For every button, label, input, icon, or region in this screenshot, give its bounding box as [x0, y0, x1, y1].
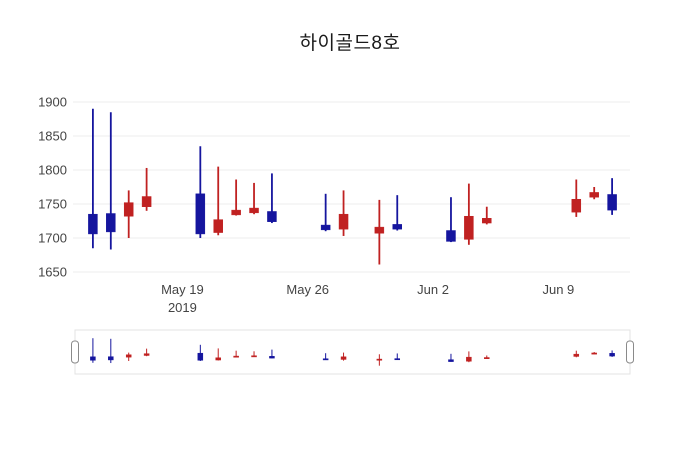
candle-2019-06-11 — [591, 352, 597, 355]
candle-2019-05-14 — [90, 338, 96, 363]
x-tick-label: May 19 — [161, 282, 204, 297]
candle-2019-06-05 — [484, 355, 490, 359]
candle-2019-05-14[interactable] — [88, 108, 98, 249]
y-tick-label: 1800 — [38, 163, 67, 178]
candle-2019-05-27 — [322, 353, 329, 361]
candle-2019-05-21[interactable] — [213, 166, 223, 236]
x-axis-labels: May 19 2019 May 26 Jun 2 Jun 9 — [161, 282, 574, 315]
candle-2019-05-24[interactable] — [267, 173, 277, 224]
candle-2019-05-23[interactable] — [249, 182, 259, 215]
candle-2019-05-31 — [394, 353, 401, 361]
candle-2019-05-17 — [143, 348, 150, 357]
candle-2019-06-10 — [573, 350, 580, 358]
candle-2019-05-28[interactable] — [338, 190, 349, 236]
candle-2019-05-15[interactable] — [106, 112, 116, 250]
candle-2019-05-15 — [108, 338, 114, 364]
candle-2019-06-10[interactable] — [571, 179, 582, 217]
candle-2019-06-04 — [466, 351, 472, 363]
candle-2019-05-22 — [233, 350, 239, 358]
candle-2019-05-30 — [376, 354, 383, 366]
candle-2019-05-27[interactable] — [320, 193, 331, 232]
candle-2019-06-12 — [609, 350, 615, 357]
candle-2019-05-24 — [269, 349, 275, 359]
candle-2019-05-16[interactable] — [123, 190, 134, 238]
x-tick-label: May 26 — [286, 282, 329, 297]
y-tick-label: 1750 — [38, 197, 67, 212]
y-tick-label: 1700 — [38, 231, 67, 246]
y-tick-label: 1850 — [38, 129, 67, 144]
chart-title: 하이골드8호 — [299, 33, 401, 54]
x-tick-sublabel: 2019 — [168, 300, 197, 315]
rangeslider-handle-left[interactable] — [71, 340, 79, 364]
rangeslider-frame[interactable] — [74, 329, 631, 375]
candle-2019-05-16 — [125, 352, 132, 361]
candle-2019-06-12[interactable] — [607, 178, 617, 215]
x-tick-label: Jun 9 — [542, 282, 574, 297]
candle-2019-06-04[interactable] — [464, 183, 474, 245]
y-tick-label: 1650 — [38, 265, 67, 280]
candle-2019-05-20[interactable] — [195, 146, 206, 238]
candle-2019-06-11[interactable] — [589, 187, 599, 200]
candle-2019-05-21 — [215, 348, 221, 361]
candle-2019-05-31[interactable] — [392, 195, 403, 231]
x-tick-label: Jun 2 — [417, 282, 449, 297]
candle-2019-06-03 — [448, 353, 454, 362]
candle-2019-05-17[interactable] — [141, 167, 152, 211]
candle-2019-05-23 — [251, 351, 257, 358]
candle-2019-05-22[interactable] — [231, 179, 241, 216]
candle-2019-05-20 — [197, 344, 204, 361]
rangeslider-candles — [90, 338, 615, 366]
candle-2019-05-28 — [340, 352, 347, 361]
main-candles — [88, 108, 617, 265]
y-tick-label: 1900 — [38, 95, 67, 110]
candle-2019-06-03[interactable] — [446, 197, 456, 243]
y-axis-labels: 1650 1700 1750 1800 1850 1900 — [38, 95, 67, 280]
gridlines — [73, 101, 630, 273]
rangeslider-handle-right[interactable] — [626, 340, 634, 364]
candle-2019-05-30[interactable] — [374, 199, 385, 265]
candle-2019-06-05[interactable] — [482, 206, 492, 225]
